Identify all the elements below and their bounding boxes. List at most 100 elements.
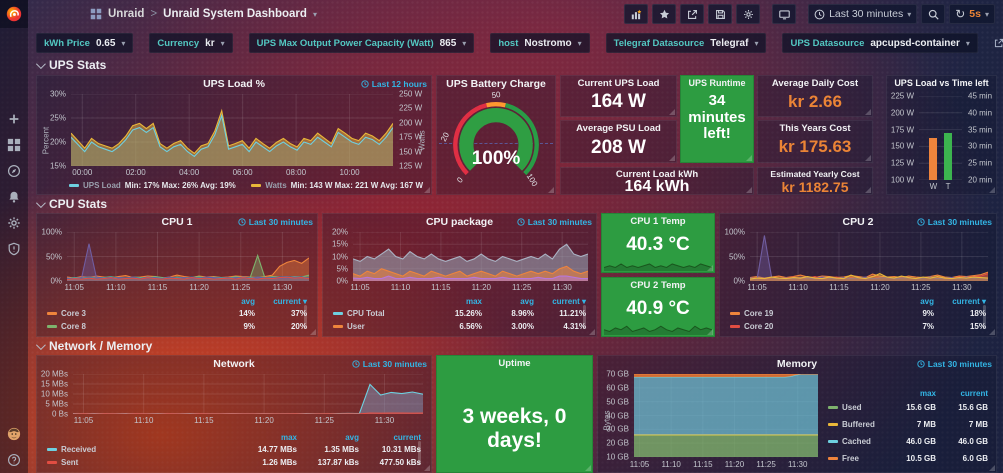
- refresh-interval-label[interactable]: 5s: [969, 8, 981, 20]
- server-admin-shield-icon[interactable]: [0, 236, 28, 262]
- legend-label[interactable]: UPS Load: [83, 181, 121, 190]
- legend-label[interactable]: Core 3: [47, 309, 203, 318]
- variable-value[interactable]: apcupsd-container: [870, 37, 960, 49]
- variable-value[interactable]: 0.65: [95, 37, 116, 49]
- panel-title[interactable]: UPS Battery Charge: [446, 78, 546, 90]
- legend-label[interactable]: Watts: [265, 181, 287, 190]
- plot-area[interactable]: [73, 374, 423, 414]
- link-grafana-plex-theme[interactable]: Grafana Plex Theme: [994, 38, 1003, 49]
- create-icon[interactable]: [0, 106, 28, 132]
- row-header-cpu-stats[interactable]: CPU Stats: [35, 197, 107, 211]
- legend-column-current[interactable]: current: [960, 388, 988, 398]
- legend-row[interactable]: Core 19 9% 18%: [730, 307, 986, 320]
- panel-title[interactable]: Network: [213, 358, 255, 370]
- panel-time-range[interactable]: Last 30 minutes: [352, 359, 427, 369]
- series-name[interactable]: Used: [842, 403, 862, 412]
- help-icon[interactable]: [0, 447, 28, 473]
- grafana-logo[interactable]: [0, 0, 28, 28]
- legend-column-max[interactable]: max: [280, 432, 297, 442]
- series-name[interactable]: CPU Total: [347, 309, 385, 318]
- variable-value[interactable]: 865: [439, 37, 457, 49]
- legend-row[interactable]: Core 20 7% 15%: [730, 320, 986, 333]
- legend-label[interactable]: Core 19: [730, 309, 882, 318]
- panel-title[interactable]: CPU 2: [842, 216, 874, 228]
- panel-title[interactable]: This Years Cost: [779, 123, 851, 134]
- legend-row[interactable]: Used 15.6 GB 15.6 GB: [828, 399, 988, 416]
- star-button[interactable]: [652, 4, 677, 24]
- legend-column-current[interactable]: current ▾: [273, 296, 307, 306]
- tv-mode-button[interactable]: [772, 4, 797, 24]
- legend-row[interactable]: Received 14.77 MBs 1.35 MBs 10.31 MBs: [47, 443, 421, 456]
- panel-title[interactable]: UPS Runtime: [688, 78, 746, 88]
- legend-label[interactable]: Cached: [828, 437, 884, 446]
- legend-label[interactable]: Core 20: [730, 322, 882, 331]
- user-avatar[interactable]: [0, 421, 28, 447]
- bar-W[interactable]: [929, 137, 938, 180]
- series-name[interactable]: Core 20: [744, 322, 774, 331]
- breadcrumb-app[interactable]: Unraid: [108, 8, 145, 20]
- time-picker[interactable]: Last 30 minutes ▾: [808, 4, 918, 24]
- panel-title[interactable]: Average Daily Cost: [771, 78, 859, 89]
- legend-column-avg[interactable]: avg: [920, 296, 934, 306]
- dashboards-icon[interactable]: [0, 132, 28, 158]
- breadcrumb[interactable]: Unraid > Unraid System Dashboard ▾: [90, 8, 317, 20]
- series-name[interactable]: Buffered: [842, 420, 875, 429]
- legend-label[interactable]: Buffered: [828, 420, 884, 429]
- legend-row[interactable]: Core 3 14% 37%: [47, 307, 307, 320]
- legend-row[interactable]: CPU Total 15.26% 8.96% 11.21%: [333, 307, 586, 320]
- row-header-ups-stats[interactable]: UPS Stats: [35, 58, 106, 72]
- legend-column-max[interactable]: max: [919, 388, 936, 398]
- variable-ups-max-capacity[interactable]: UPS Max Output Power Capacity (Watt) 865 ▾: [248, 33, 475, 53]
- panel-title[interactable]: Current Load kWh: [615, 169, 699, 180]
- legend-scrollbar[interactable]: [304, 305, 307, 329]
- panel-time-range[interactable]: Last 30 minutes: [917, 359, 992, 369]
- panel-time-range[interactable]: Last 30 minutes: [238, 217, 313, 227]
- legend-label[interactable]: Core 8: [47, 322, 203, 331]
- variable-currency[interactable]: Currency kr ▾: [149, 33, 233, 53]
- legend-column-current[interactable]: current ▾: [952, 296, 986, 306]
- share-button[interactable]: [680, 4, 705, 24]
- panel-title[interactable]: Average PSU Load: [576, 123, 661, 134]
- variable-value[interactable]: Nostromo: [524, 37, 572, 49]
- panel-title[interactable]: UPS Load vs Time left: [894, 78, 989, 88]
- panel-title[interactable]: Estimated Yearly Cost: [770, 169, 860, 179]
- series-name[interactable]: User: [347, 322, 365, 331]
- legend-label[interactable]: CPU Total: [333, 309, 430, 318]
- panel-title[interactable]: CPU 1 Temp: [630, 216, 686, 227]
- variable-telegraf-datasource[interactable]: Telegraf Datasource Telegraf ▾: [605, 33, 767, 53]
- legend-row[interactable]: Cached 46.0 GB 46.0 GB: [828, 433, 988, 450]
- explore-compass-icon[interactable]: [0, 158, 28, 184]
- legend-row[interactable]: Free 10.5 GB 6.0 GB: [828, 450, 988, 467]
- row-header-network-memory[interactable]: Network / Memory: [35, 339, 152, 353]
- panel-time-range[interactable]: Last 30 minutes: [917, 217, 992, 227]
- legend-scrollbar[interactable]: [418, 441, 421, 465]
- legend-column-current[interactable]: current: [393, 432, 421, 442]
- legend-item[interactable]: Watts Min: 143 W Max: 221 W Avg: 167 W: [251, 181, 423, 190]
- legend-row[interactable]: Sent 1.26 MBs 137.87 kBs 477.50 kBs: [47, 456, 421, 469]
- dashboard-settings-button[interactable]: [736, 4, 761, 24]
- legend-row[interactable]: Core 8 9% 20%: [47, 320, 307, 333]
- panel-title[interactable]: UPS Load %: [203, 78, 265, 90]
- panel-title[interactable]: CPU 1: [161, 216, 193, 228]
- series-name[interactable]: Core 19: [744, 309, 774, 318]
- bar-T[interactable]: [943, 132, 953, 180]
- chevron-down-icon[interactable]: ▾: [312, 9, 317, 19]
- panel-time-range[interactable]: Last 30 minutes: [517, 217, 592, 227]
- legend-scrollbar[interactable]: [983, 305, 986, 329]
- series-name[interactable]: Received: [61, 445, 97, 454]
- legend-label[interactable]: Free: [828, 454, 884, 463]
- panel-time-range[interactable]: Last 12 hours: [361, 79, 427, 89]
- series-name[interactable]: Free: [842, 454, 859, 463]
- legend-column-max[interactable]: max: [465, 296, 482, 306]
- plot-area[interactable]: [919, 96, 962, 180]
- alerting-bell-icon[interactable]: [0, 184, 28, 210]
- panel-title[interactable]: Memory: [776, 358, 818, 370]
- legend-row[interactable]: Buffered 7 MB 7 MB: [828, 416, 988, 433]
- legend-label[interactable]: Used: [828, 403, 884, 412]
- save-button[interactable]: [708, 4, 733, 24]
- panel-title[interactable]: CPU 2 Temp: [630, 280, 686, 291]
- legend-scrollbar[interactable]: [583, 305, 586, 329]
- variable-ups-datasource[interactable]: UPS Datasource apcupsd-container ▾: [782, 33, 978, 53]
- series-name[interactable]: Sent: [61, 458, 79, 467]
- dashboard-title[interactable]: Unraid System Dashboard: [163, 8, 307, 20]
